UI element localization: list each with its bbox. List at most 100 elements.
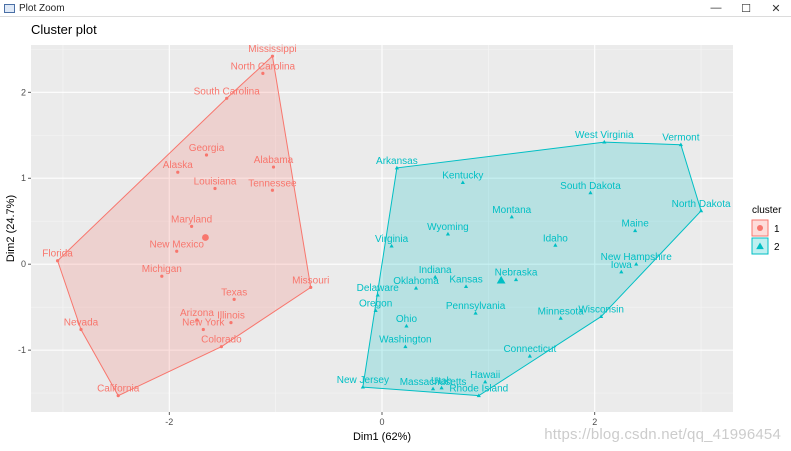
data-point <box>633 228 638 233</box>
point-label: Minnesota <box>538 306 585 317</box>
point-label: California <box>97 384 140 395</box>
cluster-centroid <box>496 275 506 284</box>
data-point <box>271 165 276 169</box>
x-tick-label: 2 <box>592 417 597 427</box>
point-label: West Virginia <box>575 130 634 141</box>
data-point <box>232 297 236 302</box>
point-label: Georgia <box>189 143 225 154</box>
data-point <box>439 385 444 390</box>
data-point <box>55 259 60 263</box>
y-tick-label: 1 <box>21 173 26 183</box>
data-point <box>476 393 481 398</box>
point-label: Indiana <box>419 265 452 276</box>
point-label: Rhode Island <box>449 384 508 395</box>
point-label: Wisconsin <box>578 305 624 316</box>
point-label: Delaware <box>357 283 400 294</box>
data-point <box>389 243 394 248</box>
data-point <box>373 308 378 313</box>
point-label: Illinois <box>217 311 245 322</box>
data-point <box>460 180 465 184</box>
x-tick-label: 0 <box>379 417 384 427</box>
point-label: Nebraska <box>495 268 538 279</box>
data-point <box>261 71 265 75</box>
point-label: Wyoming <box>427 222 469 233</box>
point-label: Massachusetts <box>400 377 467 388</box>
data-point <box>116 394 120 398</box>
data-point <box>558 316 563 320</box>
point-label: Ohio <box>396 314 418 325</box>
point-label: New York <box>182 317 225 328</box>
point-label: Arizona <box>180 308 214 319</box>
data-point <box>175 249 179 253</box>
data-point <box>433 274 438 279</box>
data-point <box>270 188 275 192</box>
point-label: South Carolina <box>194 86 261 97</box>
point-label: North Dakota <box>672 199 731 210</box>
point-label: Oregon <box>359 299 392 310</box>
data-point <box>403 344 408 349</box>
point-label: North Carolina <box>231 61 296 72</box>
window-title: Plot Zoom <box>19 2 65 14</box>
cluster-2-hull <box>362 141 702 397</box>
data-point <box>229 321 233 325</box>
maximize-button[interactable]: ☐ <box>741 2 751 15</box>
point-label: Kentucky <box>442 171 483 182</box>
minimize-button[interactable]: — <box>710 2 722 14</box>
point-label: Pennsylvania <box>446 301 506 312</box>
data-point <box>309 285 313 289</box>
data-point <box>619 269 624 274</box>
point-label: Kansas <box>449 275 482 286</box>
cluster-1-hull <box>57 55 312 397</box>
point-label: Colorado <box>201 335 242 346</box>
data-point <box>204 153 209 157</box>
y-tick-label: -1 <box>18 345 26 355</box>
point-label: South Dakota <box>560 181 621 192</box>
data-point <box>473 310 478 315</box>
point-label: Maine <box>622 219 650 230</box>
watermark-text: https://blog.csdn.net/qq_41996454 <box>544 426 781 443</box>
data-point <box>513 277 519 282</box>
data-point <box>483 379 488 384</box>
data-point <box>553 243 558 247</box>
close-button[interactable]: ✕ <box>771 2 781 15</box>
x-axis-title: Dim1 (62%) <box>353 431 411 443</box>
data-point <box>678 142 683 147</box>
data-point <box>160 274 164 278</box>
point-label: Missouri <box>292 275 329 286</box>
point-label: New Hampshire <box>601 252 673 263</box>
plot-title: Cluster plot <box>31 22 97 37</box>
point-label: New Jersey <box>337 375 389 386</box>
point-label: Louisiana <box>194 177 237 188</box>
point-label: Maryland <box>171 214 212 225</box>
data-point <box>430 386 436 391</box>
data-point <box>634 261 639 266</box>
point-label: Mississippi <box>248 44 296 55</box>
data-point <box>225 96 229 100</box>
legend-entry-label: 2 <box>774 242 780 253</box>
point-label: Nevada <box>64 317 99 328</box>
data-point <box>375 292 380 297</box>
data-point <box>588 190 593 195</box>
point-label: Idaho <box>543 233 568 244</box>
legend-key-symbol <box>756 242 764 250</box>
legend-title: cluster <box>752 205 782 216</box>
point-label: Oklahoma <box>393 276 439 287</box>
app-window-icon <box>4 3 15 13</box>
point-label: Alaska <box>163 160 193 171</box>
data-point <box>445 231 451 236</box>
point-label: Florida <box>42 249 73 260</box>
y-axis-title: Dim2 (24.7%) <box>5 195 17 262</box>
point-label: Arkansas <box>376 156 418 167</box>
point-label: Tennessee <box>248 178 297 189</box>
data-point <box>509 214 514 219</box>
legend-entry-label: 1 <box>774 224 780 235</box>
point-label: Michigan <box>142 264 182 275</box>
x-tick-label: -2 <box>165 417 173 427</box>
point-label: Washington <box>379 335 431 346</box>
point-label: Vermont <box>662 133 699 144</box>
data-point <box>394 165 399 170</box>
point-label: Alabama <box>254 155 294 166</box>
data-point <box>360 384 365 389</box>
data-point <box>79 327 83 332</box>
cluster-centroid <box>202 234 209 241</box>
